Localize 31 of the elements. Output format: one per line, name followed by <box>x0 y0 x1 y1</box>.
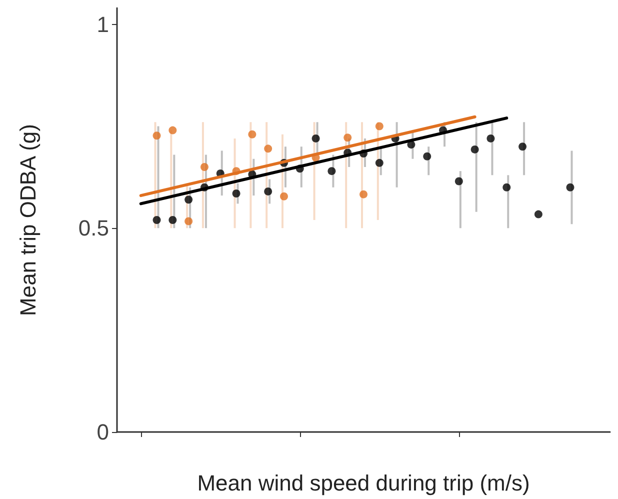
point <box>168 216 177 224</box>
y-tick-label: 0 <box>96 420 109 444</box>
point <box>518 142 527 151</box>
x-axis-title: Mean wind speed during trip (m/s) <box>197 470 530 496</box>
point <box>280 192 288 200</box>
point <box>423 152 432 160</box>
point <box>328 167 336 176</box>
point <box>264 144 272 153</box>
point <box>534 210 542 218</box>
y-tick-label: 1 <box>96 12 109 37</box>
point <box>375 158 384 167</box>
point <box>454 177 463 186</box>
point <box>264 187 272 196</box>
point <box>248 130 256 138</box>
y-axis-title: Mean trip ODBA (g) <box>16 124 40 316</box>
point <box>184 217 193 226</box>
point <box>232 190 240 198</box>
point <box>470 145 479 154</box>
point <box>168 126 177 134</box>
point <box>566 183 574 192</box>
point <box>312 134 320 142</box>
point <box>360 190 368 198</box>
point <box>502 183 511 192</box>
y-tick-label: 0.5 <box>78 216 109 241</box>
point <box>486 134 495 142</box>
point <box>200 163 208 171</box>
point <box>152 216 161 224</box>
point <box>375 122 384 130</box>
point <box>184 196 193 204</box>
point <box>152 132 161 140</box>
point <box>344 134 352 142</box>
